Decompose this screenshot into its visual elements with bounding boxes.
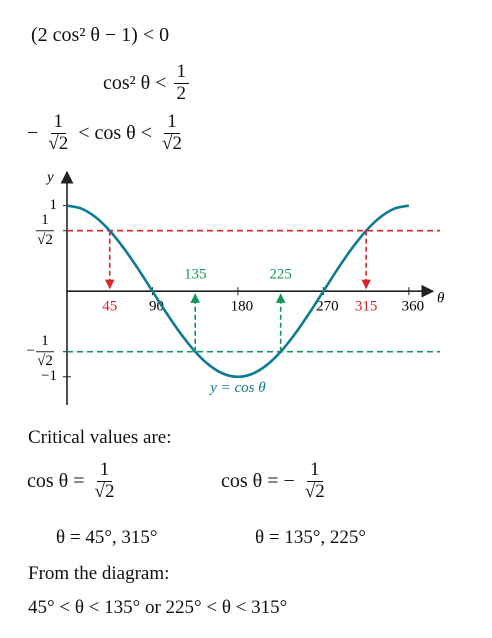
solution: θ = 45°, 315° bbox=[56, 527, 158, 548]
critical-label: 135 bbox=[184, 267, 207, 283]
math-line: cos θ = − 1 √2 bbox=[218, 459, 332, 503]
curve bbox=[66, 204, 410, 379]
y-tick-numerator: 1 bbox=[41, 333, 49, 349]
critical-label: 45 bbox=[102, 299, 117, 315]
math-text: cos θ = − bbox=[221, 469, 295, 492]
fraction: 1 √2 bbox=[302, 459, 328, 503]
y-tick-label: 1 bbox=[50, 197, 58, 213]
y-tick-numerator: 1 bbox=[41, 212, 49, 228]
conclusion: 45° < θ < 135° or 225° < θ < 315° bbox=[28, 597, 288, 618]
math-line: cos² θ < 1 2 bbox=[100, 61, 193, 105]
y-tick-sign: − bbox=[27, 343, 35, 359]
x-tick-label: 180 bbox=[231, 299, 254, 315]
y-tick-label: −1 bbox=[41, 368, 57, 384]
y-axis-label: y bbox=[45, 169, 54, 185]
denominator: √2 bbox=[94, 480, 115, 502]
heading: From the diagram: bbox=[28, 563, 170, 584]
numerator: 1 bbox=[307, 459, 323, 482]
denominator: √2 bbox=[48, 132, 69, 154]
solution: θ = 135°, 225° bbox=[255, 527, 367, 548]
math-line: (2 cos² θ − 1) < 0 bbox=[28, 24, 172, 47]
denominator: √2 bbox=[304, 480, 325, 502]
numerator: 1 bbox=[50, 111, 66, 134]
numerator: 1 bbox=[173, 61, 190, 84]
math-text: (2 cos² θ − 1) < 0 bbox=[31, 24, 170, 46]
y-tick-denominator: √2 bbox=[37, 353, 53, 369]
math-text: − bbox=[27, 121, 39, 144]
curve-label: y = cos θ bbox=[208, 380, 266, 396]
x-tick-label: 360 bbox=[402, 299, 425, 315]
fraction: 1 √2 bbox=[159, 111, 185, 155]
heading: Critical values are: bbox=[28, 427, 172, 448]
fraction: 1 √2 bbox=[45, 111, 71, 155]
math-text: < cos θ < bbox=[78, 121, 153, 144]
denominator: √2 bbox=[162, 132, 182, 154]
y-tick-denominator: √2 bbox=[37, 232, 53, 248]
denominator: 2 bbox=[176, 82, 187, 104]
x-axis-label: θ bbox=[437, 291, 445, 307]
math-line: −1 √2 < cos θ <1 √2 bbox=[24, 111, 189, 155]
math-text: cos² θ < bbox=[103, 71, 167, 94]
numerator: 1 bbox=[164, 111, 180, 134]
critical-label: 315 bbox=[355, 299, 378, 315]
x-tick-label: 270 bbox=[316, 299, 339, 315]
math-text: cos θ = bbox=[27, 469, 85, 492]
fraction: 1 √2 bbox=[92, 459, 118, 503]
numerator: 1 bbox=[96, 459, 113, 482]
critical-label: 225 bbox=[269, 267, 292, 283]
math-line: cos θ = 1 √2 bbox=[24, 459, 121, 503]
